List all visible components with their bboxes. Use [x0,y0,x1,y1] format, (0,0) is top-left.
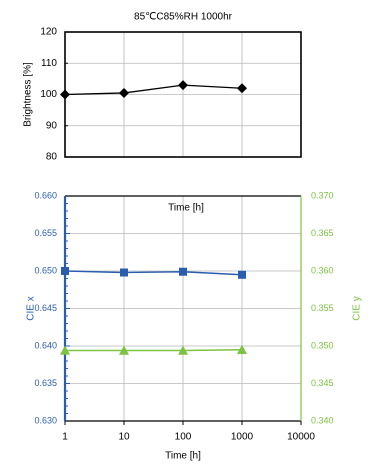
right-y-tick-label: 0.365 [311,228,334,238]
cie-y-series-line [65,349,243,352]
cie-y-marker [178,345,188,355]
cie-x-marker [179,267,187,276]
left-y-tick-label: 0.630 [34,415,57,425]
right-y-axis-label: CIE y [352,296,363,320]
cie-x-marker [120,268,128,277]
cie-y-marker [237,344,247,354]
top-y-tick-label: 90 [46,120,58,131]
bottom-x-tick-label: 10 [118,432,130,443]
cie-x-marker [61,267,69,275]
left-y-tick-label: 0.640 [34,340,57,350]
top-y-tick-label: 120 [40,27,57,38]
bottom-x-tick-label: 100 [175,432,192,443]
brightness-series-line [64,84,243,96]
left-y-tick-label: 0.655 [34,228,57,238]
brightness-marker [119,87,129,98]
top-y-tick-label: 100 [40,89,57,100]
cie-x-marker [238,270,246,279]
right-y-tick-label: 0.340 [311,415,334,425]
left-y-axis-label: CIE x [26,296,37,320]
right-y-tick-label: 0.355 [311,303,334,313]
right-y-tick-label: 0.350 [311,340,334,350]
top-y-axis-label: Brightness [%] [23,62,34,127]
right-y-tick-label: 0.370 [311,190,334,200]
brightness-marker [178,80,188,91]
top-y-tick-label: 110 [41,58,57,69]
bottom-inner-time-label: Time [h] [168,203,204,214]
cie-x-series-line [64,270,243,276]
left-y-tick-label: 0.660 [34,190,57,200]
right-y-tick-label: 0.360 [311,265,334,275]
top-chart-title: 85℃C85%RH 1000hr [134,12,233,23]
bottom-x-tick-label: 1 [62,432,68,443]
left-y-tick-label: 0.635 [34,378,57,388]
left-y-tick-label: 0.650 [34,265,57,275]
bottom-x-tick-label: 1000 [231,432,254,443]
brightness-marker [60,89,70,100]
cie-y-marker [119,345,129,355]
left-y-tick-label: 0.645 [34,303,57,313]
bottom-x-tick-label: 10000 [287,432,315,443]
brightness-marker [237,83,247,94]
bottom-x-axis-label: Time [h] [165,451,201,462]
top-y-tick-label: 80 [46,152,58,163]
right-y-tick-label: 0.345 [311,378,334,388]
cie-y-marker [60,345,70,355]
